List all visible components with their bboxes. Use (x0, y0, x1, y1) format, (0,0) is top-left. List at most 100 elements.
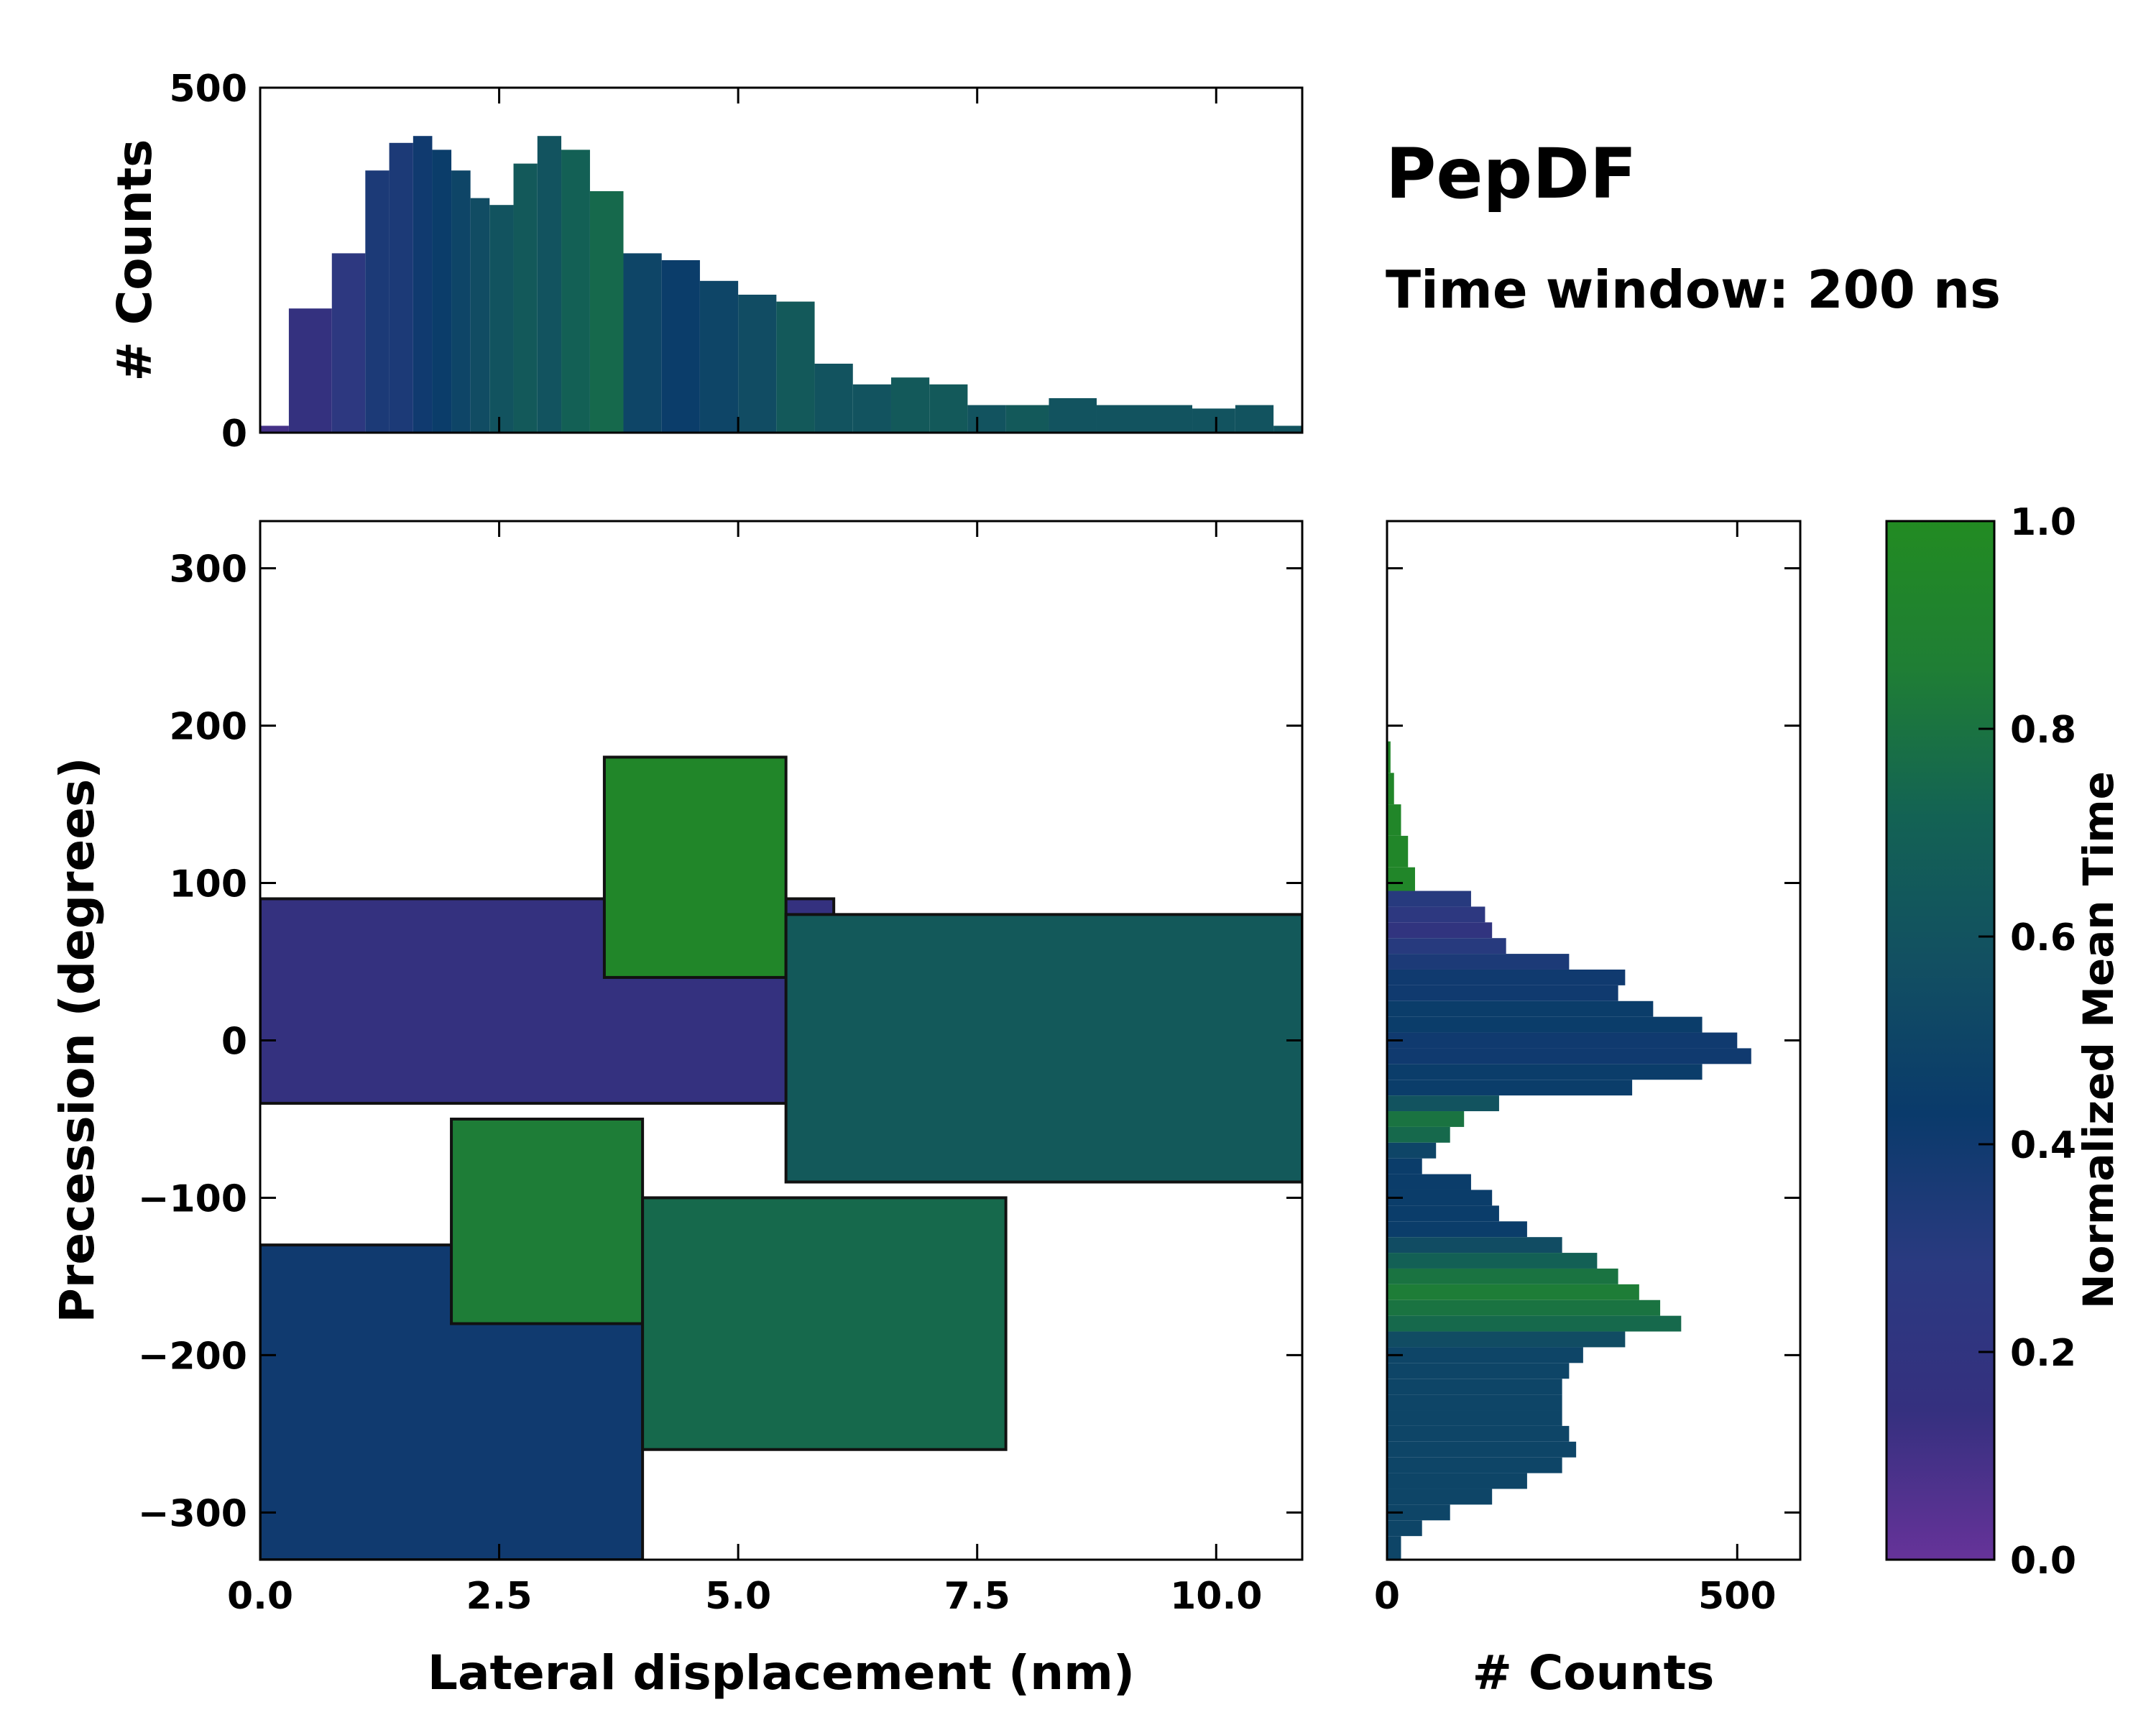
top-marginal-bar (1049, 398, 1097, 433)
top-marginal-bar (432, 150, 452, 433)
right-marginal-bar (1387, 1363, 1570, 1379)
joint-ytick-label: 300 (169, 548, 247, 592)
right-marginal-bar (1387, 1126, 1450, 1143)
top-marginal-bar (852, 384, 891, 433)
top-marginal-bar (451, 170, 471, 433)
top-marginal-bar (967, 405, 1006, 433)
joint-xtick-label: 2.5 (466, 1575, 533, 1618)
joint-ytick-label: 0 (221, 1021, 247, 1064)
top-marginal-bar (513, 163, 538, 433)
top-marginal-bar (1235, 405, 1274, 433)
figure-title: PepDF (1386, 134, 1636, 214)
top-marginal-bar (470, 198, 490, 433)
top-marginal-bar (331, 253, 366, 433)
colorbar-tick-label: 0.2 (2010, 1332, 2076, 1375)
right-marginal-bar (1387, 1268, 1618, 1284)
right-marginal-bar (1387, 1142, 1437, 1159)
right-marginal-bar (1387, 1315, 1682, 1332)
joint-heatmap-regions (260, 755, 1302, 1560)
right-marginal-bar (1387, 867, 1415, 891)
right-marginal-bar (1387, 1331, 1626, 1348)
colorbar-label: Normalized Mean Time (2074, 771, 2123, 1309)
right-marginal-bar (1387, 1158, 1422, 1174)
right-marginal-bar (1387, 1221, 1527, 1238)
joint-ylabel: Precession (degrees) (50, 757, 105, 1322)
right-marginal-bar (1387, 1410, 1562, 1426)
colorbar-tick-label: 1.0 (2010, 501, 2076, 544)
right-marginal-bar (1387, 1489, 1493, 1505)
top-marginal-frame (259, 86, 1304, 434)
top-marginal-bar (661, 260, 700, 433)
right-marginal-bar (1387, 1095, 1499, 1112)
right-marginal-bar (1387, 922, 1493, 939)
right-marginal-bar (1387, 906, 1485, 923)
heatmap-region-4 (450, 1117, 645, 1325)
right-marginal-bar (1387, 891, 1471, 907)
right-marginal-bar (1387, 1441, 1577, 1458)
colorbar-tick-label: 0.6 (2010, 916, 2076, 960)
joint-xtick-label: 10.0 (1170, 1575, 1262, 1618)
top-marginal-bar (1144, 405, 1193, 433)
right-marginal-bar (1387, 1016, 1703, 1033)
joint-xtick-label: 0.0 (227, 1575, 293, 1618)
top-marginal-bar (738, 295, 777, 433)
top-marginal-bar (929, 384, 968, 433)
right-marginal-bar (1387, 1520, 1422, 1537)
right-marginal-histogram: 0 500 # Counts (1374, 520, 1802, 1701)
top-marginal-bar (537, 136, 562, 433)
right-marginal-bar (1387, 1032, 1738, 1049)
right-marginal-bar (1387, 1379, 1562, 1395)
right-marginal-bar (1387, 1000, 1654, 1017)
right-marginal-bar (1387, 1190, 1493, 1206)
colorbar-tick-label: 0.8 (2010, 709, 2076, 752)
right-marginal-bars (1387, 741, 1751, 1560)
colorbar: 1.0 0.8 0.6 0.4 0.2 0.0 Normalized Mean Time (1885, 501, 2123, 1583)
figure-subtitle: Time window: 200 ns (1386, 259, 2001, 320)
joint-ytick-label: 200 (169, 706, 247, 749)
right-marginal-bar (1387, 1064, 1703, 1080)
colorbar-frame (1885, 520, 1996, 1561)
top-marginal-ticks: 500 0 (169, 68, 1302, 456)
colorbar-gradient (1886, 521, 1994, 1560)
top-ytick-label: 0 (221, 413, 247, 456)
right-marginal-bar (1387, 1504, 1450, 1521)
top-marginal-bar (623, 253, 662, 433)
top-marginal-bar (776, 301, 815, 433)
top-marginal-bar (1005, 405, 1049, 433)
top-marginal-bar (1096, 405, 1145, 433)
top-marginal-bar (365, 170, 390, 433)
joint-heatmap: 0.0 2.5 5.0 7.5 10.0 300 200 100 0 −100 −200 −300 L… (50, 520, 1304, 1701)
right-marginal-bar (1387, 1284, 1639, 1300)
heatmap-region-1 (602, 755, 788, 979)
joint-ytick-label: −200 (138, 1335, 247, 1378)
joint-xtick-label: 7.5 (944, 1575, 1010, 1618)
joint-ytick-label: −100 (138, 1177, 247, 1220)
top-marginal-bar (589, 191, 624, 433)
right-xtick-label: 500 (1698, 1575, 1777, 1618)
joint-xtick-label: 5.0 (705, 1575, 771, 1618)
right-marginal-bar (1387, 969, 1626, 985)
colorbar-tick-label: 0.0 (2010, 1540, 2076, 1583)
joint-xlabel: Lateral displacement (nm) (428, 1645, 1135, 1701)
top-marginal-bar (288, 308, 332, 433)
top-marginal-bars (260, 136, 1302, 433)
right-marginal-xlabel: # Counts (1473, 1645, 1715, 1701)
right-marginal-bar (1387, 1457, 1562, 1473)
right-marginal-bar (1387, 1425, 1570, 1442)
top-marginal-bar (389, 142, 413, 433)
right-marginal-bar (1387, 773, 1394, 805)
joint-ytick-label: −300 (138, 1492, 247, 1535)
right-marginal-bar (1387, 1536, 1401, 1560)
right-marginal-bar (1387, 804, 1401, 836)
top-marginal-bar (260, 426, 289, 433)
right-marginal-ticks: 0 500 (1374, 521, 1800, 1618)
top-marginal-bar (890, 377, 930, 433)
right-marginal-bar (1387, 835, 1409, 868)
colorbar-tick-label: 0.4 (2010, 1124, 2076, 1167)
top-marginal-bar (814, 364, 853, 433)
right-marginal-bar (1387, 1205, 1499, 1222)
top-marginal-histogram: 500 0 # Counts (107, 68, 1304, 456)
right-marginal-bar (1387, 1253, 1598, 1269)
right-marginal-bar (1387, 1473, 1527, 1489)
